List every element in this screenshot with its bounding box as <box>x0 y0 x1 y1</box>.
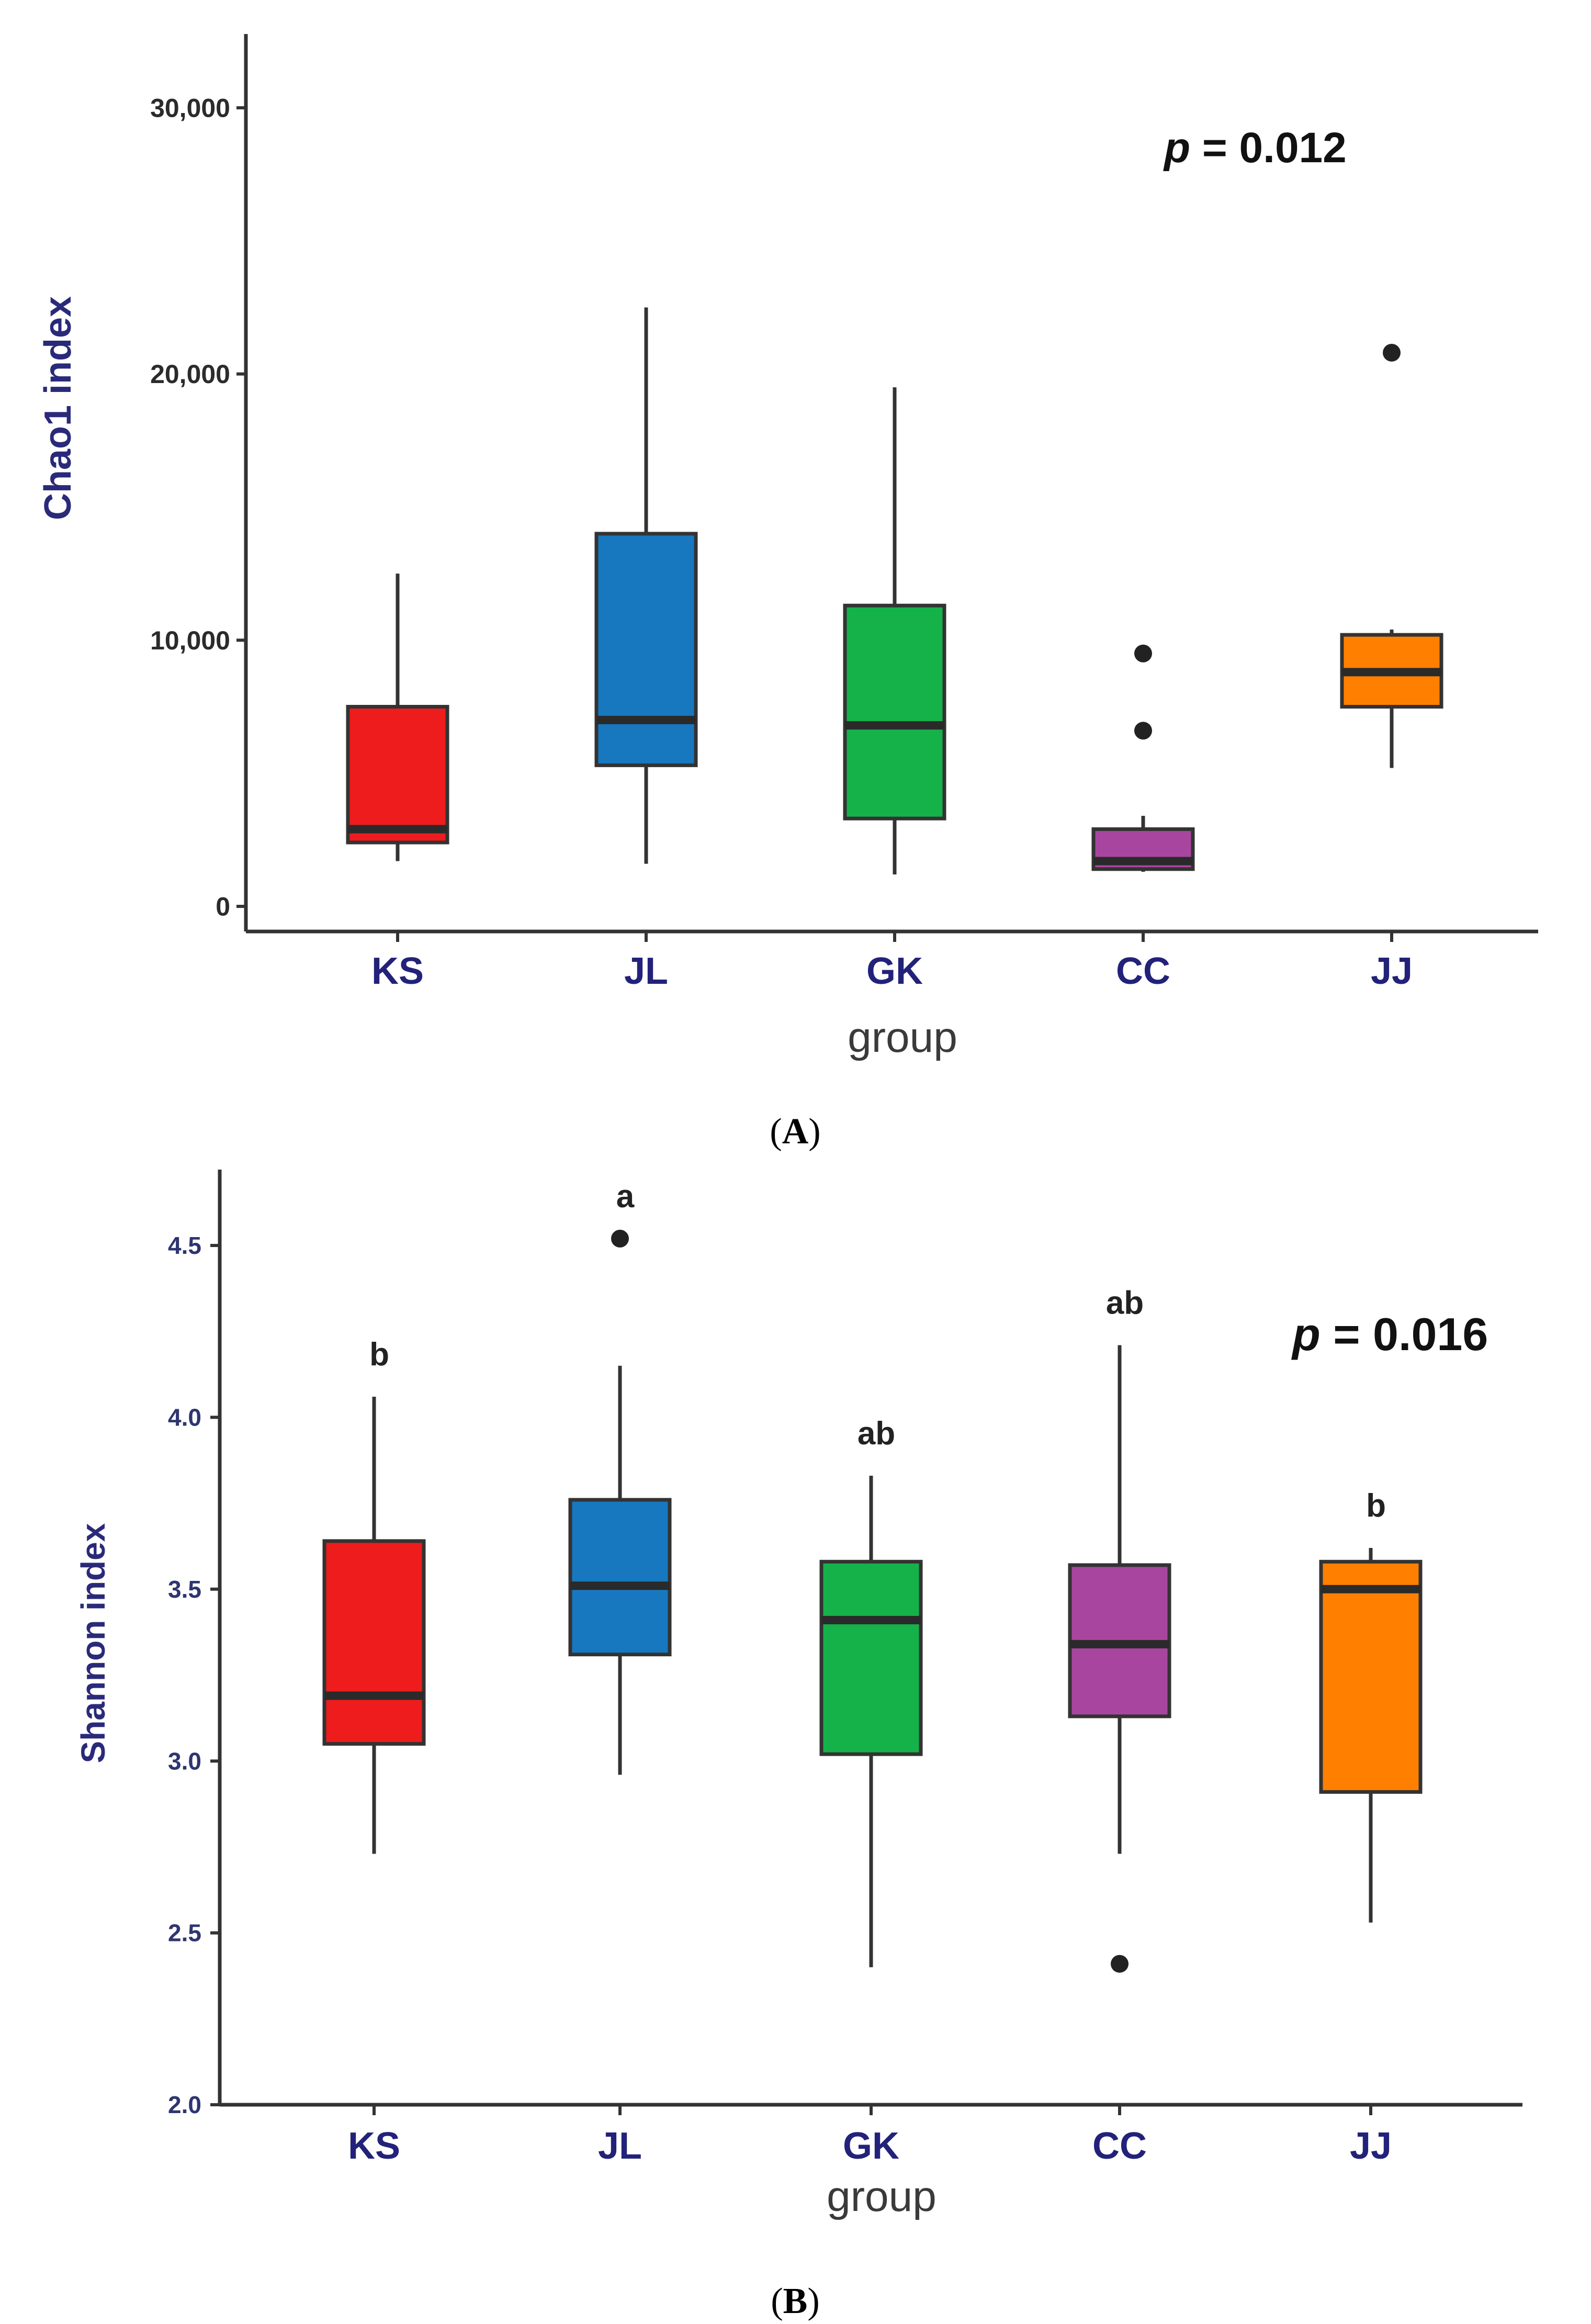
box-ks <box>346 574 449 861</box>
x-tick-label-jl: JL <box>624 950 668 992</box>
significance-letter: b <box>1366 1488 1386 1524</box>
box-jj: b <box>1319 1488 1423 1923</box>
significance-letter: ab <box>857 1416 895 1452</box>
y-tick-label: 30,000 <box>150 94 230 123</box>
y-tick-label: 20,000 <box>150 360 230 389</box>
p-value-annotation: p = 0.016 <box>1291 1308 1488 1360</box>
panel-b-label: (B) <box>771 2281 819 2321</box>
significance-letter: b <box>369 1337 389 1373</box>
box-ks: b <box>322 1337 426 1854</box>
y-tick-label: 10,000 <box>150 626 230 655</box>
x-tick-label-gk: GK <box>866 950 923 992</box>
x-tick-label-jj: JJ <box>1350 2125 1392 2167</box>
p-symbol: p <box>1163 124 1190 172</box>
y-axis-title: Chao1 index <box>37 296 79 520</box>
box-body <box>322 1539 426 1746</box>
p-value-annotation: p = 0.012 <box>1163 124 1347 172</box>
outlier-point <box>611 1229 629 1248</box>
box-jl <box>594 307 698 864</box>
x-axis-title: group <box>827 2173 936 2220</box>
panel-b-letter: B <box>783 2281 808 2321</box>
box-cc: ab <box>1068 1285 1171 1973</box>
outlier-point <box>1383 343 1401 362</box>
box-body <box>1319 1559 1423 1794</box>
box-jj <box>1340 343 1443 768</box>
outlier-point <box>1134 644 1152 663</box>
y-tick-label: 3.0 <box>168 1747 201 1775</box>
x-tick-label-cc: CC <box>1092 2125 1147 2167</box>
box-body <box>568 1498 672 1657</box>
box-cc <box>1091 644 1195 872</box>
box-jl: a <box>568 1178 672 1775</box>
x-tick-label-jl: JL <box>598 2125 642 2167</box>
box-body <box>843 603 946 821</box>
panel-a-label: (A) <box>770 1112 820 1152</box>
panel-b-shannon-chart: 2.0 2.5 3.0 3.5 4.0 4.5 KS JL GK CC JJ group Shannon… <box>74 1170 1522 2220</box>
x-tick-label-gk: GK <box>843 2125 899 2167</box>
outlier-point <box>1111 1955 1129 1973</box>
box-body <box>594 532 698 767</box>
x-tick-label-cc: CC <box>1116 950 1170 992</box>
panel-a-chao1-chart: 0 10,000 20,000 30,000 KS JL GK CC JJ group Chao1 … <box>37 34 1538 1061</box>
x-tick-label-ks: KS <box>371 950 424 992</box>
panel-a-letter: A <box>782 1112 809 1152</box>
significance-letter: a <box>616 1178 635 1215</box>
x-axis-title: group <box>848 1014 957 1061</box>
box-gk <box>843 387 946 874</box>
y-tick-label: 3.5 <box>168 1576 201 1603</box>
p-symbol: p <box>1291 1308 1321 1360</box>
y-tick-label: 4.0 <box>168 1404 201 1431</box>
box-body <box>346 705 449 845</box>
x-tick-label-jj: JJ <box>1371 950 1413 992</box>
y-tick-label: 0 <box>216 892 230 922</box>
outlier-point <box>1134 722 1152 740</box>
y-axis-title: Shannon index <box>74 1523 112 1763</box>
y-tick-label: 2.5 <box>168 1919 201 1947</box>
box-gk: ab <box>819 1416 923 1968</box>
significance-letter: ab <box>1106 1285 1144 1321</box>
y-tick-label: 2.0 <box>168 2091 201 2118</box>
y-tick-label: 4.5 <box>168 1232 201 1259</box>
p-value: = 0.012 <box>1202 124 1347 172</box>
box-body <box>819 1559 923 1756</box>
p-value: = 0.016 <box>1333 1308 1488 1360</box>
x-tick-label-ks: KS <box>348 2125 400 2167</box>
